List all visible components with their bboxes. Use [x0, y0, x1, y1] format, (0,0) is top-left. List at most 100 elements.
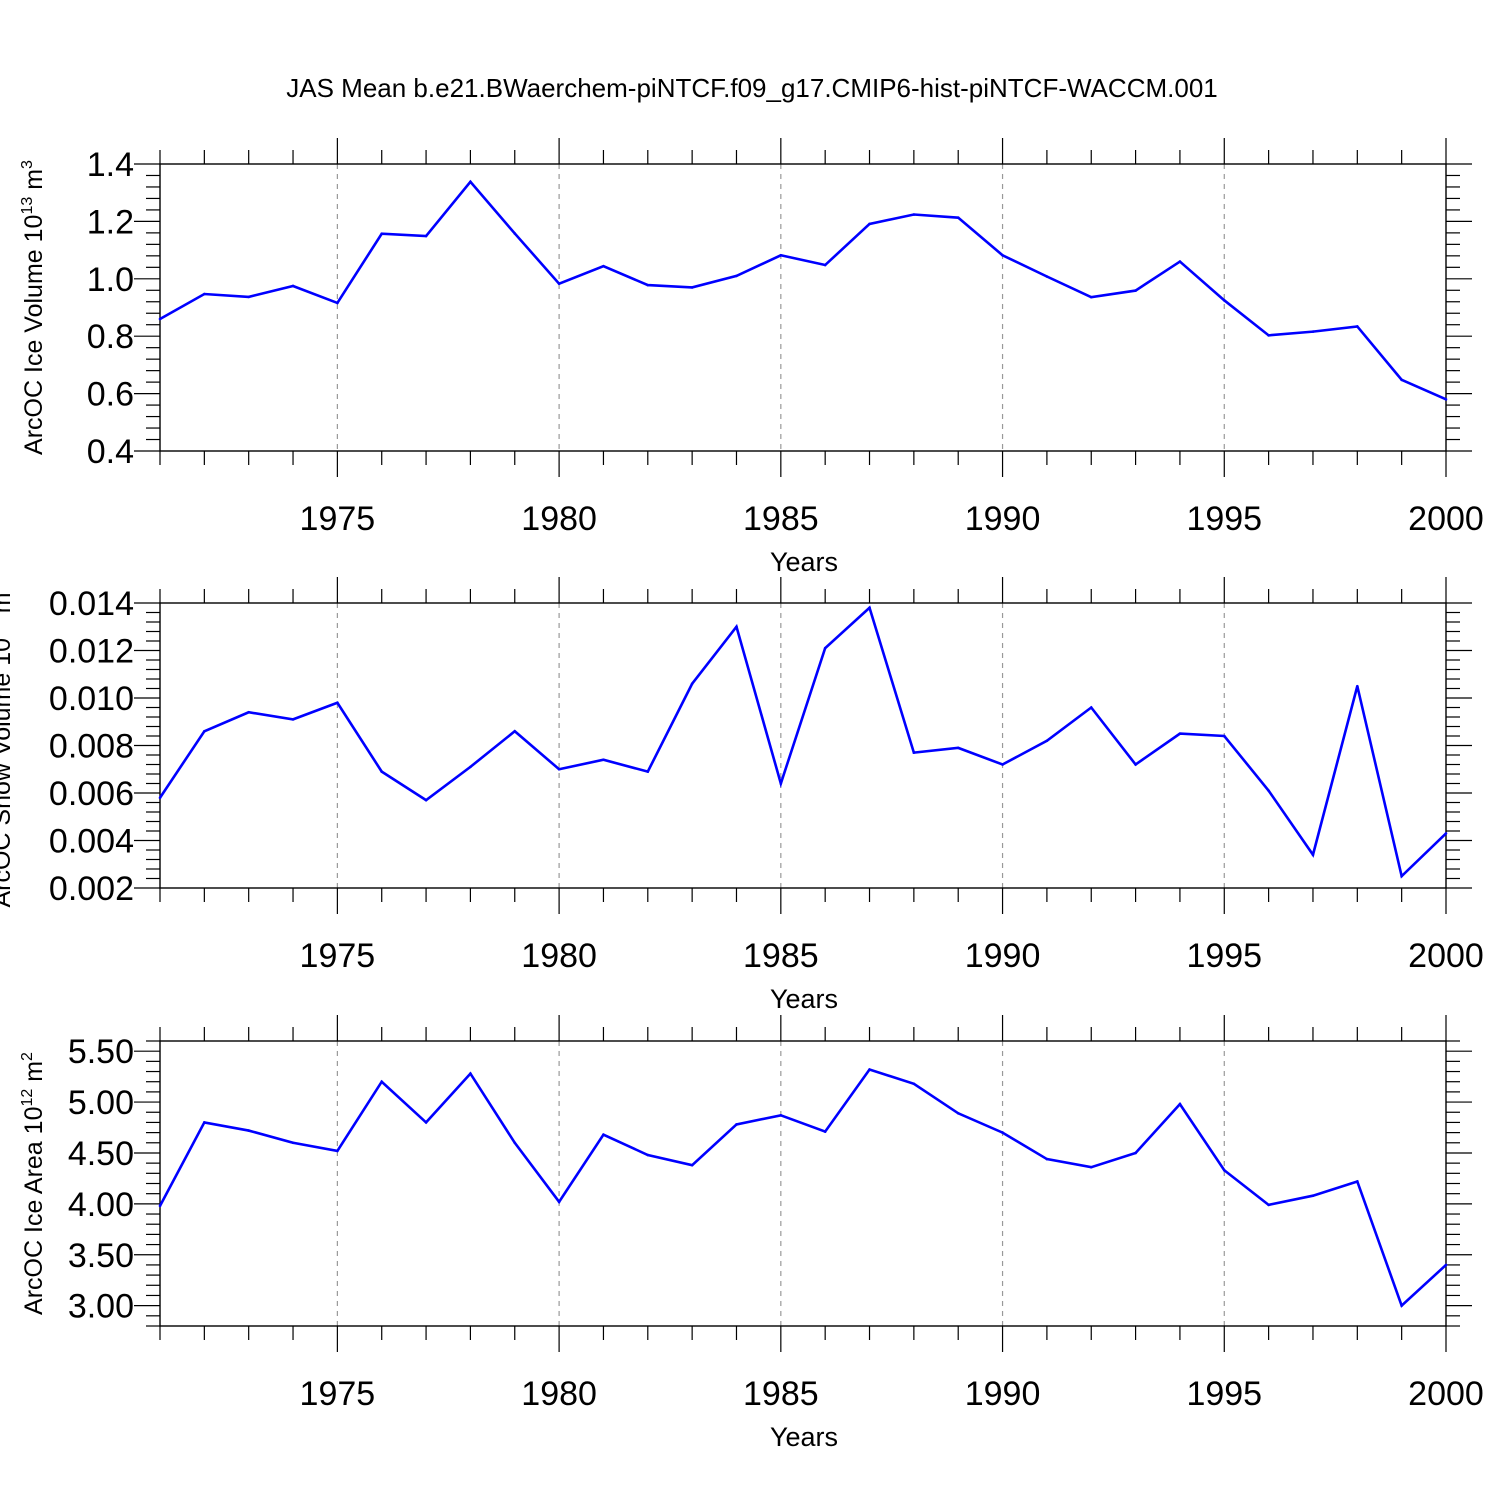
- data-point: [513, 1141, 517, 1145]
- data-point: [1178, 260, 1182, 263]
- y-tick-label: 4.50: [68, 1135, 134, 1173]
- x-tick-label: 1985: [743, 937, 819, 975]
- y-axis-label-superscript: 13: [0, 620, 4, 638]
- data-point: [1045, 1157, 1049, 1161]
- x-tick-label: 1995: [1186, 500, 1262, 538]
- data-point: [1222, 299, 1226, 302]
- x-tick-label: 1995: [1186, 937, 1262, 975]
- y-axis-label-superscript: 13: [19, 197, 36, 215]
- data-point: [602, 758, 605, 762]
- data-point: [868, 1068, 871, 1071]
- x-tick-label: 1980: [521, 1375, 597, 1413]
- y-tick-label: 5.00: [68, 1084, 134, 1122]
- data-point: [868, 606, 871, 610]
- panel-3: 3.00 3.50 4.00 4.50 5.00 5.50 1975 1980 1985 1990…: [19, 1015, 1484, 1452]
- data-point: [1134, 1151, 1137, 1155]
- x-tick-label: 1975: [300, 500, 376, 538]
- data-point: [203, 292, 206, 296]
- x-tick-label: 1995: [1186, 1375, 1262, 1413]
- series-line: [159, 179, 1447, 401]
- x-tick-label: 1990: [965, 937, 1041, 975]
- y-tick-label: 0.010: [49, 680, 134, 718]
- data-point: [1444, 832, 1448, 835]
- data-point: [823, 1130, 827, 1133]
- x-tick-label: 1990: [965, 1375, 1041, 1413]
- data-point: [513, 729, 517, 733]
- data-point: [823, 263, 827, 267]
- y-tick-label: 3.00: [68, 1288, 134, 1326]
- data-point: [291, 1141, 295, 1145]
- data-point: [1267, 1203, 1270, 1207]
- x-tick-label: 1980: [521, 500, 597, 538]
- data-point: [912, 1082, 916, 1086]
- data-point: [158, 796, 162, 800]
- y-axis-label-superscript: 12: [19, 1089, 36, 1107]
- data-point: [646, 770, 650, 773]
- x-tick-label: 2000: [1408, 500, 1484, 538]
- data-point: [336, 1149, 339, 1153]
- plot-frame: [159, 163, 1447, 452]
- y-axis-label-part: m: [0, 592, 16, 620]
- data-point: [291, 718, 295, 721]
- x-axis-label: Years: [770, 547, 838, 577]
- figure-title: JAS Mean b.e21.BWaerchem-piNTCF.f09_g17.…: [286, 73, 1217, 103]
- x-tick-label: 2000: [1408, 1375, 1484, 1413]
- y-tick-label: 4.00: [68, 1186, 134, 1224]
- data-point: [1001, 253, 1004, 257]
- y-axis-label: ArcOC Ice Volume 1013 m3: [19, 160, 48, 455]
- data-point: [1444, 398, 1448, 401]
- data-point: [602, 1133, 605, 1136]
- data-point: [203, 729, 206, 733]
- y-tick-label: 1.0: [87, 261, 134, 299]
- series-line: [158, 605, 1447, 879]
- data-point: [1356, 325, 1359, 328]
- y-axis-label-part: ArcOC Ice Volume 10: [20, 215, 48, 455]
- data-point: [1134, 763, 1137, 766]
- data-point: [912, 213, 916, 216]
- y-tick-label: 0.8: [87, 318, 134, 356]
- data-point: [291, 284, 295, 288]
- y-axis-label-superscript: 3: [19, 160, 36, 169]
- data-point: [1222, 1168, 1226, 1172]
- data-point: [690, 1163, 694, 1167]
- data-point: [690, 682, 694, 686]
- y-axis-label: ArcOC Ice Area 1012 m2: [19, 1052, 48, 1315]
- data-point: [380, 770, 384, 773]
- y-tick-label: 3.50: [68, 1237, 134, 1275]
- x-tick-label: 1975: [300, 1375, 376, 1413]
- series-line: [158, 1067, 1447, 1308]
- y-tick-label: 0.6: [87, 376, 134, 414]
- data-point: [868, 222, 871, 226]
- plot-frame: [159, 602, 1447, 889]
- data-point: [380, 1080, 384, 1084]
- data-point: [1311, 1194, 1315, 1198]
- data-point: [557, 282, 561, 285]
- x-tick-label: 1985: [743, 1375, 819, 1413]
- x-tick-label: 1980: [521, 937, 597, 975]
- data-point: [513, 232, 517, 235]
- data-point: [1089, 295, 1093, 299]
- y-axis-label-part: ArcOC Ice Area 10: [20, 1107, 48, 1315]
- data-point: [1178, 732, 1182, 735]
- data-point: [247, 710, 250, 714]
- data-point: [424, 234, 428, 238]
- data-point: [469, 180, 472, 184]
- data-point: [735, 1123, 738, 1126]
- x-tick-label: 1975: [300, 937, 376, 975]
- data-point: [956, 746, 960, 750]
- y-tick-label: 0.004: [49, 823, 134, 861]
- data-point: [735, 274, 738, 278]
- data-point: [602, 264, 605, 268]
- data-point: [336, 701, 339, 705]
- data-point: [557, 767, 561, 771]
- data-point: [1400, 874, 1403, 878]
- y-tick-label: 0.008: [49, 728, 134, 766]
- data-point: [1045, 739, 1049, 743]
- y-axis-label-part: m: [20, 1061, 48, 1089]
- data-point: [1400, 1304, 1403, 1307]
- data-point: [1178, 1102, 1182, 1106]
- data-point: [1311, 330, 1315, 333]
- data-point: [690, 286, 694, 289]
- y-tick-label: 0.012: [49, 633, 134, 671]
